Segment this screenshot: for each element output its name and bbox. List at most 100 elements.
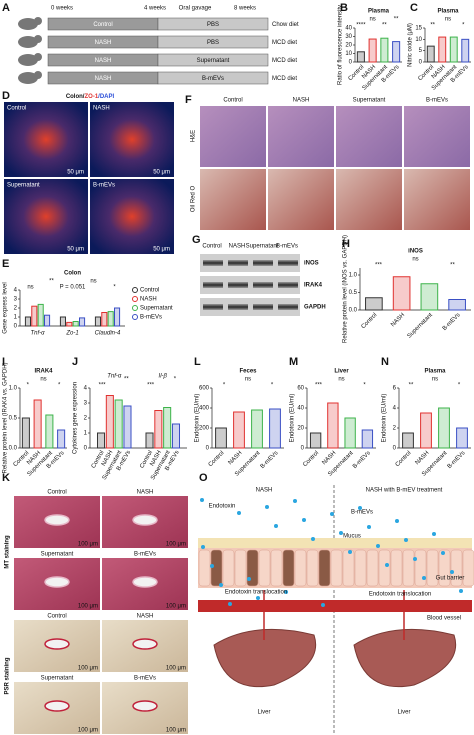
vessel: [132, 514, 158, 526]
label: ***: [147, 383, 155, 389]
y-axis-label: Gene express level: [3, 282, 9, 333]
bar: [45, 414, 54, 449]
x-tick-label: B-mEVs: [442, 312, 462, 332]
label: PBS: [207, 40, 219, 46]
bar: [251, 409, 263, 449]
label: **: [382, 23, 387, 29]
cell: [450, 549, 463, 587]
endotoxin-dot: [404, 538, 408, 542]
label: P = 0.051: [60, 285, 86, 291]
endotoxin-dot: [422, 576, 426, 580]
y-tick-label: 0.0: [349, 308, 358, 314]
mouse-head: [34, 17, 42, 25]
scale-bar: 100 μm: [166, 666, 186, 672]
mouse-icon: [18, 72, 38, 84]
scale-bar: 100 μm: [78, 604, 98, 610]
band-label: iNOS: [304, 261, 319, 267]
panel-letter: I: [2, 356, 5, 368]
band-label: IRAK4: [304, 283, 323, 289]
x-tick-label: B-mEVs: [352, 450, 372, 470]
label: Control: [93, 22, 112, 28]
label: ***: [99, 383, 107, 389]
bar: [461, 38, 470, 63]
diet: MCD diet: [272, 40, 297, 46]
bar: [449, 36, 458, 63]
y-axis-label: Relative protein level (iNOS vs. GAPDH): [343, 235, 349, 343]
label: **: [430, 23, 435, 29]
row-label: H&E: [191, 130, 197, 142]
legend-swatch: [132, 296, 138, 302]
mucus: [198, 538, 472, 548]
bar: [94, 316, 101, 327]
y-tick-label: 20: [297, 426, 304, 432]
y-tick-label: 0: [14, 324, 18, 330]
band: [253, 304, 273, 310]
image-label: B-mEVs: [93, 183, 115, 189]
y-tick-label: 0.5: [349, 290, 358, 296]
endotoxin-dot: [321, 603, 325, 607]
mouse-icon: [18, 36, 38, 48]
cell: [198, 549, 211, 587]
cell: [318, 549, 331, 587]
bar: [392, 41, 401, 63]
band: [203, 260, 223, 266]
label: **: [394, 17, 399, 23]
cell: [354, 549, 367, 587]
y-tick-label: 10: [415, 37, 422, 43]
endotoxin-dot: [274, 524, 278, 528]
bar: [309, 432, 322, 449]
label: Liver: [334, 369, 349, 375]
y-tick-label: 0: [393, 446, 397, 452]
bar: [438, 36, 447, 63]
x-tick-label: B-mEVs: [260, 450, 280, 470]
fluo-image: [90, 179, 174, 254]
band: [253, 282, 273, 288]
label: *: [271, 383, 274, 389]
label: Gut barrier: [436, 576, 465, 582]
vessel: [132, 576, 158, 588]
y-tick-label: 20: [345, 43, 352, 49]
endotoxin-dot: [339, 531, 343, 535]
cell: [294, 549, 307, 587]
label: Control: [47, 490, 66, 496]
legend-label: Supernatant: [140, 306, 173, 312]
label: ns: [40, 377, 46, 383]
x-tick-label: NASH: [321, 450, 337, 466]
label: ****: [356, 23, 366, 29]
d-title: Colon/ZO-1/DAPI: [66, 94, 115, 100]
fluo-image: [90, 102, 174, 177]
endotoxin-dot: [413, 557, 417, 561]
y-tick-label: 2: [393, 426, 397, 432]
x-tick-label: Supernatant: [407, 312, 435, 340]
y-tick-label: 3: [84, 401, 88, 407]
phase-2: [157, 35, 269, 49]
label: **: [49, 279, 54, 285]
cell: [210, 549, 223, 587]
scale-bar: 100 μm: [78, 666, 98, 672]
x-tick-label: NASH: [390, 312, 406, 328]
cell: [366, 549, 379, 587]
bar: [21, 417, 30, 449]
bar: [426, 45, 435, 63]
scale-bar: 50 μm: [153, 170, 170, 176]
legend-label: NASH: [140, 297, 157, 303]
cell: [222, 549, 235, 587]
y-tick-label: 15: [415, 26, 422, 32]
endotoxin-dot: [358, 506, 362, 510]
legend-swatch: [132, 287, 138, 293]
histology-image: [404, 106, 470, 167]
cell: [246, 549, 259, 587]
y-axis-label: Ratio of fluorescence intensity: [338, 5, 344, 85]
row-label: MT staining: [5, 535, 11, 569]
label: Plasma: [368, 9, 390, 15]
legend-label: B-mEVs: [140, 315, 162, 321]
bar: [327, 402, 339, 449]
y-tick-label: 4: [14, 288, 18, 294]
label: Liver: [257, 710, 270, 716]
bar: [368, 38, 377, 63]
y-tick-label: 40: [297, 406, 304, 412]
vessel: [132, 700, 158, 712]
label: PBS: [207, 22, 219, 28]
y-tick-label: 600: [199, 386, 210, 392]
